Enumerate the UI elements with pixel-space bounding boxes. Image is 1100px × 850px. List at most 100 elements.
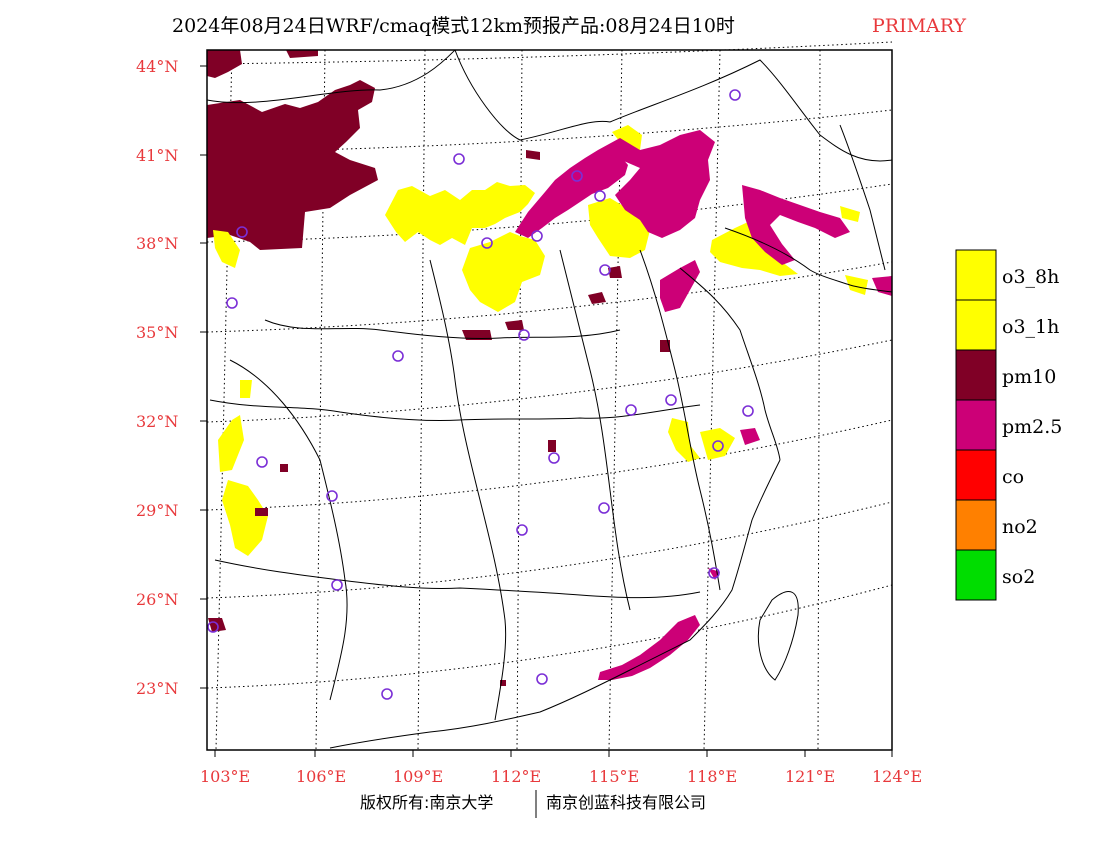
lat-label: 23°N [136,679,178,698]
station-marker [594,190,606,202]
lat-label: 29°N [136,501,178,520]
graticule-lat-23 [206,584,893,689]
station-marker [516,524,528,536]
map-title: 2024年08月24日WRF/cmaq模式12km预报产品:08月24日10时 [172,15,735,37]
axis-ticks [200,65,893,757]
o3-area-sichuan [222,480,268,556]
legend-swatch-no2 [955,499,997,551]
pm25-area-shandong [660,260,700,312]
lat-label: 26°N [136,590,178,609]
pm10-area-north [207,50,242,78]
o3-area-shandong-coast [845,275,868,295]
legend-swatch-o3-8h [955,249,997,301]
pm25-area-beijing [598,130,715,238]
footer-company: 南京创蓝科技有限公司 [546,793,706,812]
station-marker [729,89,741,101]
map-area [200,41,893,757]
station-marker [331,579,343,591]
o3-area-korea [840,206,860,222]
pm25-area-guangdong [598,615,700,680]
station-marker [708,567,720,579]
o3-area-bohai [710,222,798,276]
latitude-labels: 44°N 41°N 38°N 35°N 32°N 29°N 26°N 23°N [136,57,178,698]
lon-label: 106°E [296,767,346,786]
graticule-lat-44 [206,41,893,65]
station-markers [207,89,754,700]
station-marker [453,153,465,165]
legend-label-o3-8h: o3_8h [1002,266,1059,288]
o3-area-gansu [213,230,240,268]
o3-area-sichuan-north [218,415,244,472]
station-marker [548,452,560,464]
coast-bohai [724,227,893,293]
o3-area-north-hebei [612,125,642,150]
station-marker [226,297,238,309]
lat-label: 32°N [136,412,178,431]
station-marker [665,394,677,406]
graticule-lat-41 [206,109,893,153]
pm10-patch-1 [588,292,606,304]
station-marker [531,230,543,242]
pm10-patch-4 [462,330,492,340]
legend-swatch-pm10 [955,349,997,401]
lon-label: 109°E [393,767,443,786]
pm25-area-shanghai [740,428,760,445]
pm10-area-inner-mongolia [207,80,378,250]
station-marker [207,621,219,633]
o3-area-west [240,380,252,398]
border-west [229,359,348,701]
legend-swatch-pm25 [955,399,997,451]
station-marker [625,404,637,416]
station-marker [712,440,724,452]
station-marker [518,329,530,341]
border-south [214,559,701,599]
lat-label: 35°N [136,323,178,342]
pm25-area-hebei-west [515,150,628,238]
border-northeast [609,59,893,162]
legend-label-o3-1h: o3_1h [1002,316,1059,338]
lon-label: 112°E [491,767,541,786]
graticule-lat-38 [206,183,893,243]
map-title-tag: PRIMARY [872,15,966,37]
border-yellow-river [264,319,621,339]
pm10-patch-2 [608,266,622,278]
legend-label-pm10: pm10 [1002,366,1056,388]
coast-south [329,459,781,749]
station-marker [256,456,268,468]
lon-label: 124°E [872,767,922,786]
o3-area-shanxi [462,232,545,312]
legend-swatch-o3-1h [955,299,997,351]
pm10-patch-6 [526,150,540,160]
station-marker [326,490,338,502]
o3-area-shaanxi-north [385,182,535,245]
coast-east [679,267,781,461]
pm10-patch-11 [255,508,268,516]
legend-label-co: co [1002,466,1024,488]
border-zhejiang [639,249,721,591]
station-marker [598,502,610,514]
pm10-patch-7 [548,440,556,452]
station-marker [236,226,248,238]
pm10-area-north-2 [286,50,318,58]
lon-label: 115°E [589,767,639,786]
border-mongolia [206,49,456,104]
station-marker [536,673,548,685]
border-korea [839,124,886,271]
station-marker [742,405,754,417]
station-marker [481,237,493,249]
legend-label-so2: so2 [1002,566,1035,588]
lat-label: 44°N [136,57,178,76]
station-marker [599,264,611,276]
border-jiangxi [559,249,631,611]
longitude-labels: 103°E 106°E 109°E 112°E 115°E 118°E 121°… [200,767,922,786]
footer-copyright: 版权所有:南京大学 [360,793,493,812]
border-central [209,399,701,422]
map-frame [206,49,893,751]
legend: o3_8h o3_1h pm10 pm2.5 co no2 so2 [955,249,1062,601]
border-hubei [429,259,507,721]
legend-swatch-co [955,449,997,501]
border-inner-mongolia [454,49,611,141]
lon-label: 118°E [687,767,737,786]
pm10-patch-10 [280,464,288,472]
